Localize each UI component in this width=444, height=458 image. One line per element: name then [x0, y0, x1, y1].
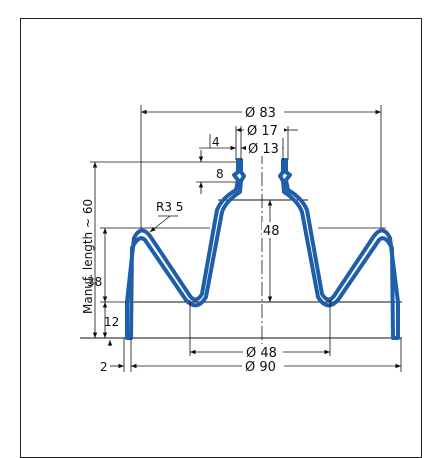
- label-manuf-length: Manuf. length ~ 60: [81, 199, 95, 314]
- label-neck-width: 4: [212, 135, 220, 149]
- label-d83: Ø 83: [245, 106, 276, 121]
- label-d48: Ø 48: [246, 346, 277, 361]
- label-48: 48: [263, 224, 280, 239]
- profile-shape: [125, 158, 400, 340]
- label-radius: R3 5: [156, 200, 183, 214]
- label-neck-height: 8: [216, 167, 224, 181]
- label-wall-2: 2: [100, 360, 108, 374]
- label-d13: Ø 13: [248, 142, 279, 157]
- drawing-frame: [20, 18, 422, 458]
- label-d17: Ø 17: [247, 124, 278, 139]
- label-d90: Ø 90: [245, 360, 276, 375]
- label-12: 12: [104, 315, 119, 329]
- label-38: 38: [87, 275, 102, 289]
